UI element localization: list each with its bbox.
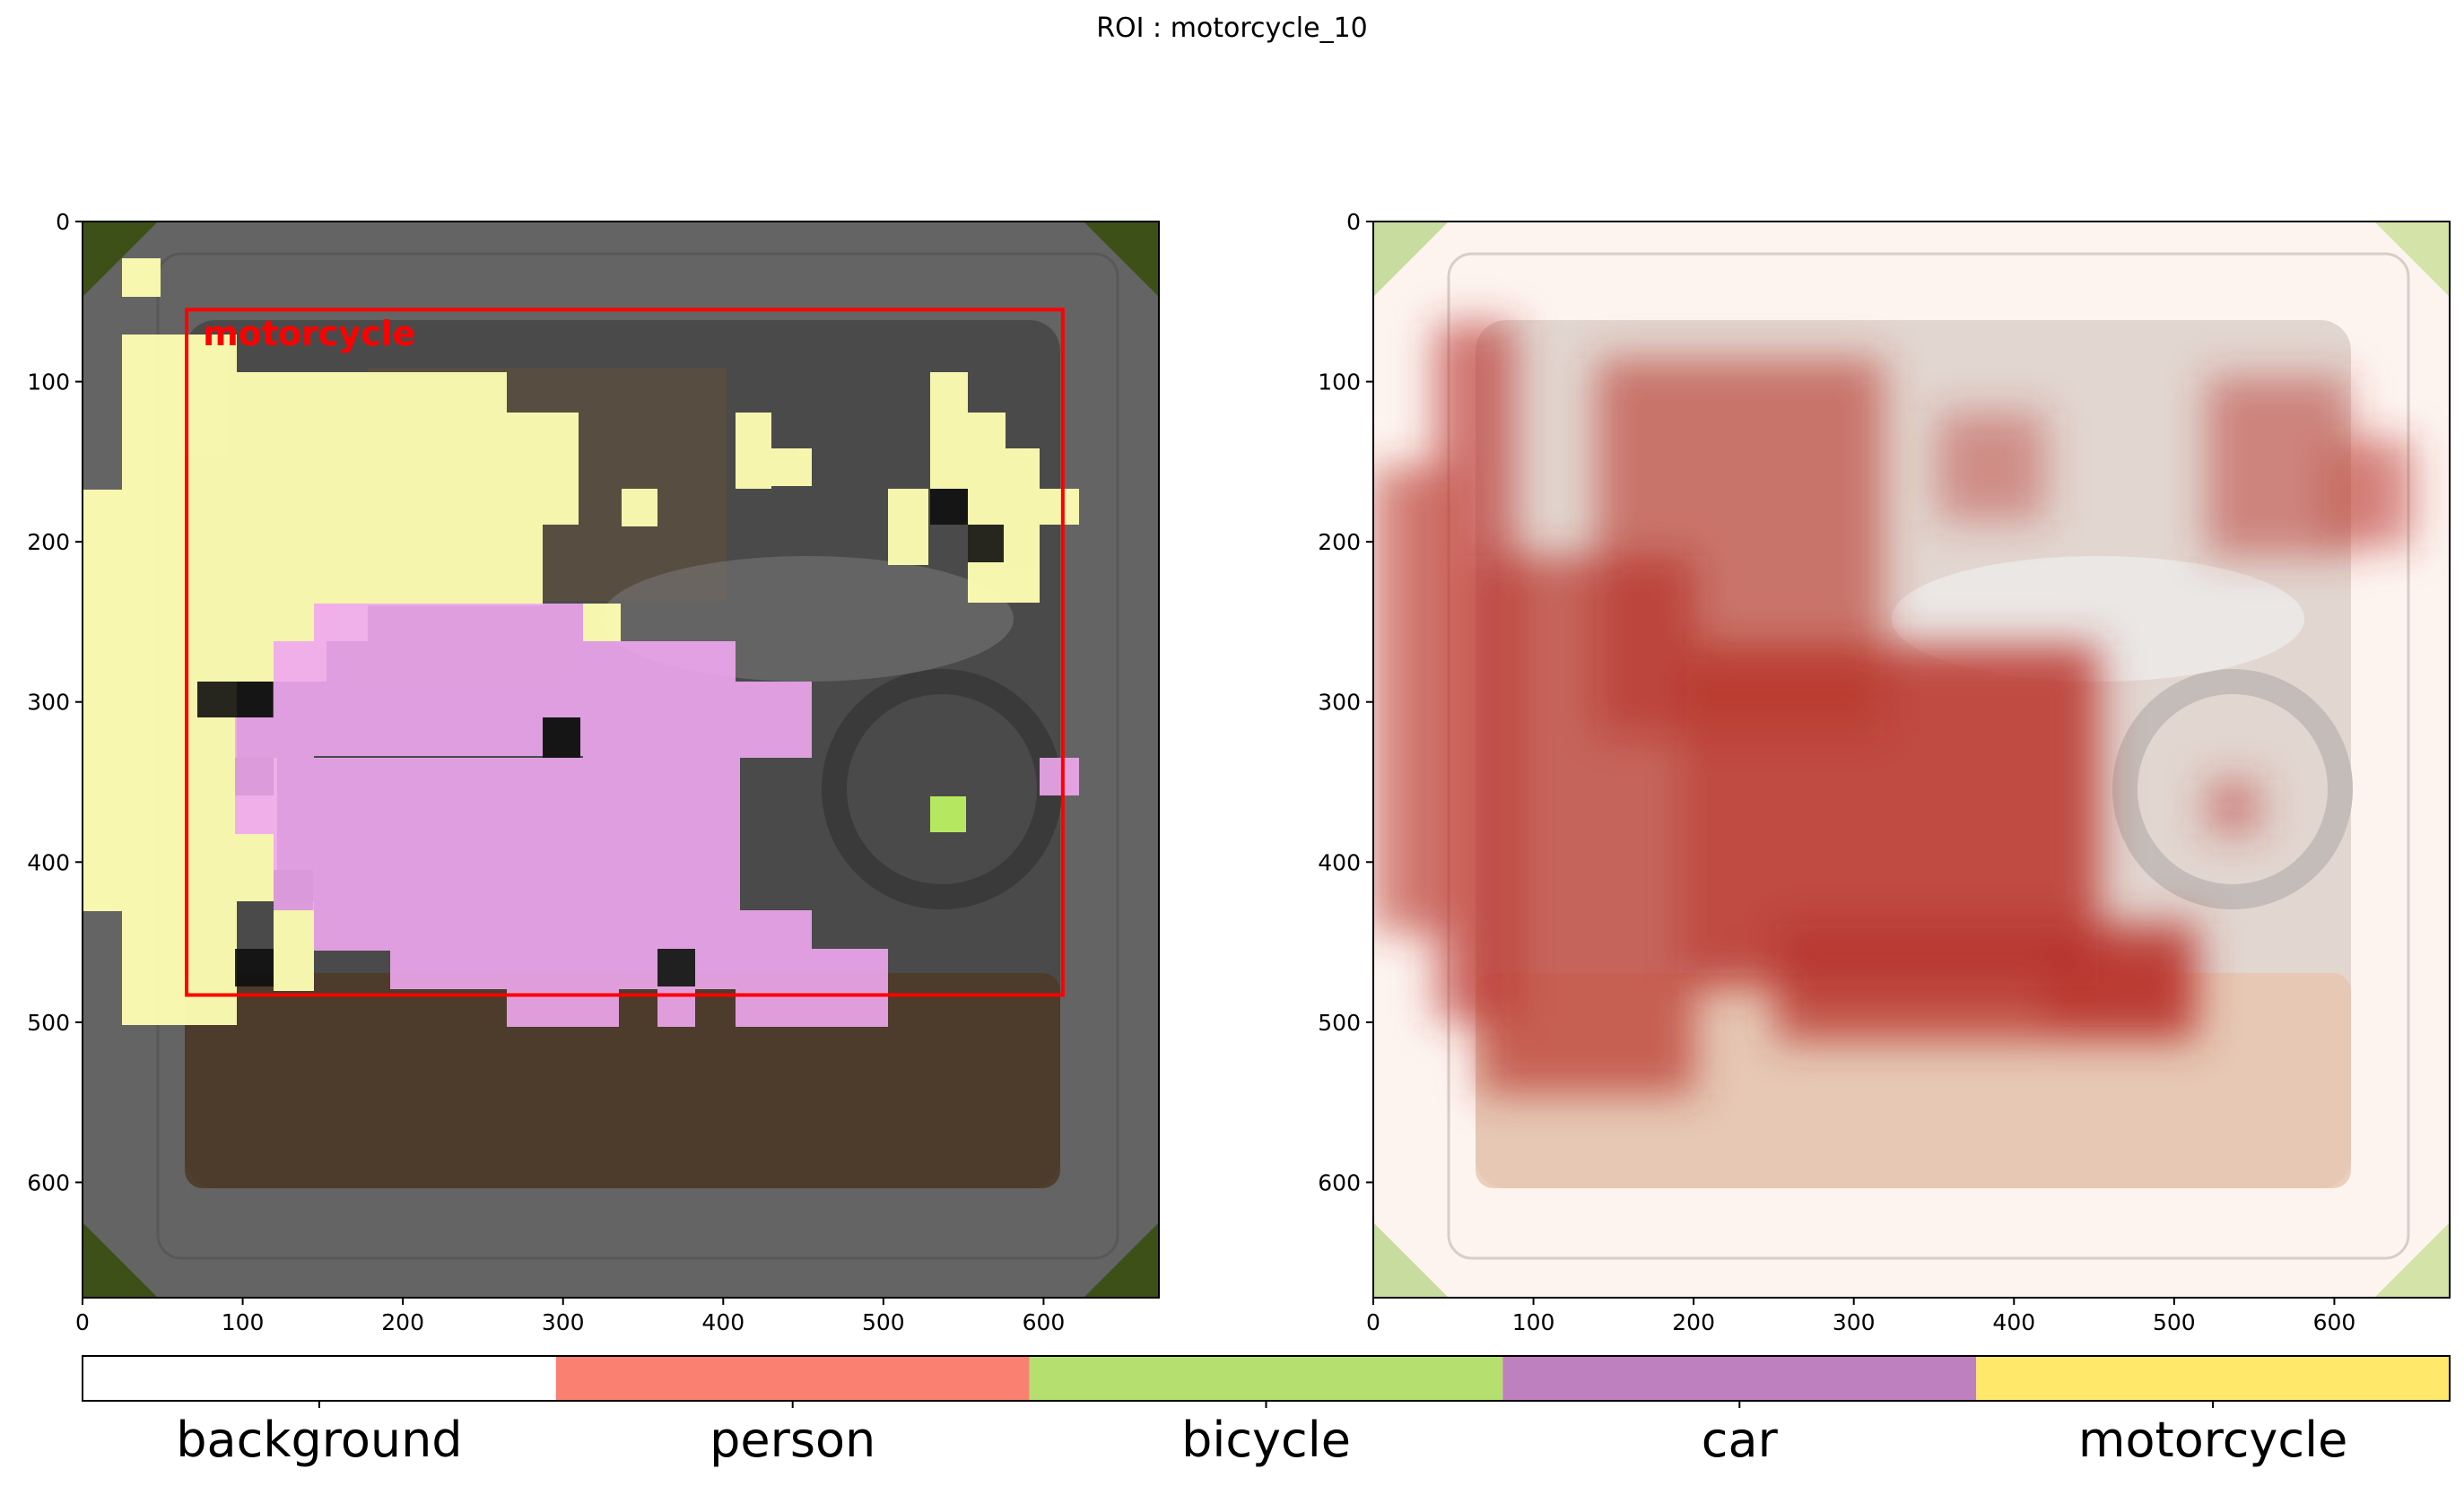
roi-box xyxy=(185,308,1065,997)
right-y-tick-label: 0 xyxy=(1346,209,1361,235)
right-x-tick-label: 200 xyxy=(1672,1309,1715,1335)
left-axis-ticks: 0 100 200 300 400 500 600 0 100 200 300 400 500 600 xyxy=(27,209,1065,1335)
roi-box-label: motorcycle xyxy=(203,314,415,353)
right-axes-frame xyxy=(1372,221,2451,1299)
legend-label-background: background xyxy=(176,1412,462,1468)
left-y-tick-label: 500 xyxy=(27,1010,70,1036)
left-y-tick-label: 300 xyxy=(27,690,70,716)
left-y-tick-label: 100 xyxy=(27,369,70,395)
right-y-tick-label: 500 xyxy=(1318,1010,1361,1036)
right-y-tick-label: 600 xyxy=(1318,1169,1361,1195)
right-x-tick-label: 100 xyxy=(1512,1309,1555,1335)
left-x-tick-label: 200 xyxy=(381,1309,424,1335)
left-y-tick-label: 200 xyxy=(27,529,70,555)
legend-swatch-person xyxy=(555,1356,1030,1401)
right-x-tick-label: 300 xyxy=(1833,1309,1876,1335)
legend-label-bicycle: bicycle xyxy=(1181,1412,1351,1468)
class-legend: background person bicycle car motorcycle xyxy=(82,1355,2451,1468)
legend-frame xyxy=(82,1355,2451,1402)
left-x-tick-label: 600 xyxy=(1023,1309,1066,1335)
right-panel xyxy=(1373,222,2450,1298)
right-y-tick-label: 200 xyxy=(1318,529,1361,555)
legend-label-car: car xyxy=(1702,1412,1779,1468)
right-x-tick-label: 600 xyxy=(2313,1309,2356,1335)
legend-swatch-background xyxy=(83,1356,556,1401)
mask-bicycle xyxy=(930,796,966,832)
right-y-tick-label: 400 xyxy=(1318,849,1361,875)
figure-title: ROI : motorcycle_10 xyxy=(1096,13,1368,44)
left-y-tick-label: 600 xyxy=(27,1169,70,1195)
right-x-tick-label: 400 xyxy=(1992,1309,2035,1335)
right-x-tick-label: 0 xyxy=(1366,1309,1380,1335)
legend-label-motorcycle: motorcycle xyxy=(2078,1412,2347,1468)
right-y-tick-label: 300 xyxy=(1318,690,1361,716)
left-x-tick-label: 500 xyxy=(862,1309,905,1335)
mask-car xyxy=(235,604,1079,1027)
left-axes-frame xyxy=(82,221,1160,1299)
legend-swatch-motorcycle xyxy=(1976,1356,2450,1401)
right-y-tick-label: 100 xyxy=(1318,369,1361,395)
left-panel: motorcycle xyxy=(83,222,1159,1298)
right-axis-ticks: 0 100 200 300 400 500 600 0 100 200 300 400 500 600 xyxy=(1318,209,2355,1335)
legend-label-person: person xyxy=(710,1412,875,1468)
saliency-heatmap xyxy=(1373,323,2413,1094)
left-y-tick-label: 400 xyxy=(27,849,70,875)
legend-swatch-bicycle xyxy=(1029,1356,1503,1401)
right-x-tick-label: 500 xyxy=(2153,1309,2196,1335)
left-x-tick-label: 100 xyxy=(222,1309,265,1335)
left-x-tick-label: 300 xyxy=(542,1309,585,1335)
left-x-tick-label: 0 xyxy=(75,1309,90,1335)
left-y-tick-label: 0 xyxy=(56,209,70,235)
legend-swatch-car xyxy=(1502,1356,1977,1401)
left-x-tick-label: 400 xyxy=(701,1309,744,1335)
